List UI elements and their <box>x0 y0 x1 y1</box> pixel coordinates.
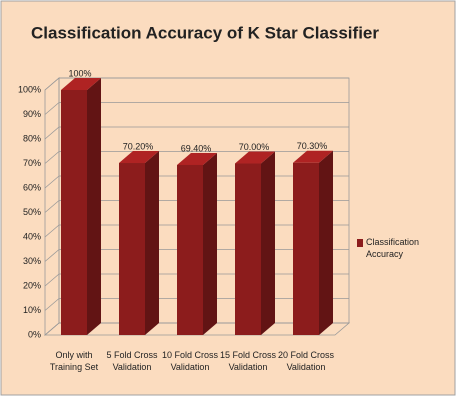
y-tick-label: 0% <box>28 329 41 339</box>
value-label: 70.20% <box>123 141 154 151</box>
bar-side <box>87 78 101 335</box>
x-tick-label: 5 Fold Cross Validation <box>106 350 158 372</box>
value-label: 70.00% <box>239 142 270 152</box>
bar-top <box>61 78 101 90</box>
y-tick-label: 70% <box>23 158 41 168</box>
value-label: 70.30% <box>297 141 328 151</box>
grid-line-side <box>44 126 60 140</box>
y-tick-label: 90% <box>23 109 41 119</box>
y-tick-label: 30% <box>23 256 41 266</box>
y-tick-label: 10% <box>23 305 41 315</box>
value-label: 100% <box>68 68 91 78</box>
chart-title: Classification Accuracy of K Star Classi… <box>31 23 379 42</box>
grid-line-side <box>44 175 60 189</box>
grid-line-side <box>44 77 60 91</box>
bar-top <box>293 150 333 163</box>
x-tick-label: 10 Fold Cross Validation <box>161 350 219 372</box>
bar <box>235 163 261 335</box>
bar <box>293 162 319 335</box>
bar-side <box>145 151 159 335</box>
y-tick-label: 50% <box>23 207 41 217</box>
bar <box>177 164 203 335</box>
x-tick-label: 15 Fold Cross Validation <box>219 350 277 372</box>
grid-line-side <box>44 200 60 213</box>
y-tick-label: 80% <box>23 133 41 143</box>
bar-top <box>177 152 217 165</box>
y-tick-label: 100% <box>18 84 41 94</box>
bar-side <box>261 151 275 335</box>
legend-label: Classification Accuracy <box>366 237 420 259</box>
grid-line-side <box>44 151 60 164</box>
bar <box>119 163 145 335</box>
legend-swatch <box>357 239 363 247</box>
grid-line-side <box>44 322 60 336</box>
bar-side <box>203 152 217 335</box>
bar <box>61 90 87 335</box>
grid-line-side <box>44 102 60 115</box>
bar-top <box>235 151 275 164</box>
grid-line-side <box>44 273 60 287</box>
y-tick-label: 60% <box>23 182 41 192</box>
grid-line-side <box>44 224 60 238</box>
y-tick-label: 20% <box>23 280 41 290</box>
x-tick-label: 20 Fold Cross Validation <box>277 350 335 372</box>
y-tick-label: 40% <box>23 231 41 241</box>
x-tick-label: Only with Training Set <box>49 350 99 372</box>
bar-top <box>119 151 159 164</box>
grid-line-side <box>44 249 60 262</box>
grid-line-side <box>44 298 60 311</box>
bar-side <box>319 150 333 335</box>
value-label: 69.40% <box>181 143 212 153</box>
